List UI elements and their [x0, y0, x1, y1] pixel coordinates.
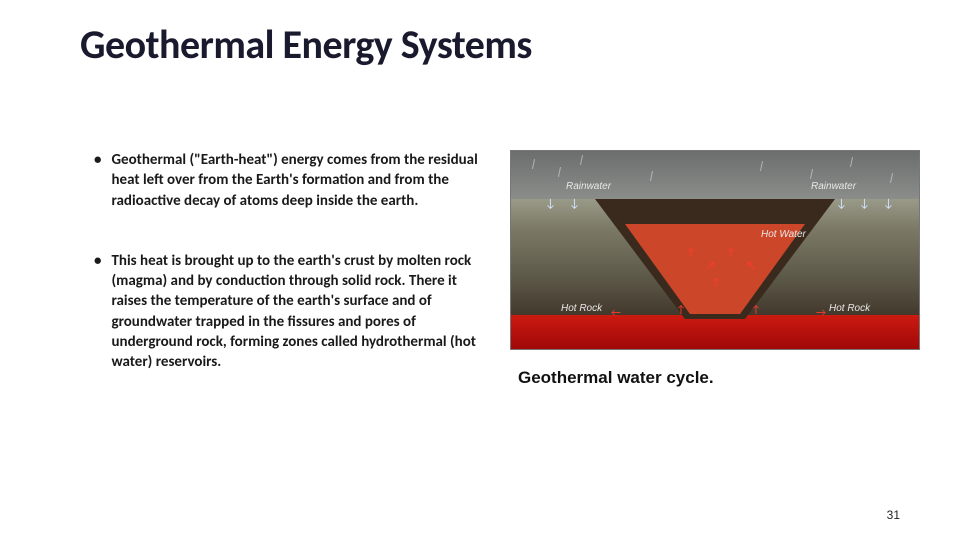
- heat-arrow-icon: →: [816, 306, 826, 319]
- diagram-label-hot-water: Hot Water: [761, 229, 806, 240]
- bullet-text: Geothermal ("Earth-heat") energy comes f…: [111, 150, 490, 211]
- heat-arrow-icon: ↑: [686, 246, 696, 259]
- heat-arrow-icon: ↑: [751, 303, 761, 316]
- page-number: 31: [887, 508, 900, 522]
- water-arrow-down-icon: ↓: [883, 197, 894, 211]
- bullet-item: • This heat is brought up to the earth's…: [90, 251, 490, 373]
- heat-arrow-icon: ↑: [726, 246, 736, 259]
- diagram-label-hot-rock-right: Hot Rock: [829, 303, 870, 314]
- diagram-label-rainwater-left: Rainwater: [566, 181, 611, 192]
- figure-caption: Geothermal water cycle.: [510, 368, 920, 388]
- figure-column: ↓ ↓ ↓ ↓ ↓ ↑ ↗ ↑ ↖ ↑ ← → ↑ ↑ Rainwater Ra…: [510, 150, 920, 412]
- diagram-label-rainwater-right: Rainwater: [811, 181, 856, 192]
- heat-arrow-icon: ↖: [746, 259, 756, 272]
- water-arrow-down-icon: ↓: [836, 197, 847, 211]
- water-arrow-down-icon: ↓: [859, 197, 870, 211]
- content-row: • Geothermal ("Earth-heat") energy comes…: [90, 150, 920, 412]
- text-column: • Geothermal ("Earth-heat") energy comes…: [90, 150, 490, 412]
- bullet-dot-icon: •: [90, 251, 111, 373]
- slide: Geothermal Energy Systems • Geothermal (…: [0, 0, 960, 540]
- heat-arrow-icon: ↑: [676, 303, 686, 316]
- bullet-dot-icon: •: [90, 150, 111, 211]
- heat-arrow-icon: ↗: [706, 259, 716, 272]
- heat-arrow-icon: ↑: [711, 276, 721, 289]
- water-arrow-down-icon: ↓: [545, 197, 556, 211]
- diagram-label-hot-rock-left: Hot Rock: [561, 303, 602, 314]
- slide-title: Geothermal Energy Systems: [80, 20, 532, 69]
- heat-arrow-icon: ←: [611, 306, 621, 319]
- water-arrow-down-icon: ↓: [569, 197, 580, 211]
- diagram-magma: [511, 315, 919, 349]
- bullet-item: • Geothermal ("Earth-heat") energy comes…: [90, 150, 490, 211]
- bullet-text: This heat is brought up to the earth's c…: [111, 251, 490, 373]
- geothermal-diagram: ↓ ↓ ↓ ↓ ↓ ↑ ↗ ↑ ↖ ↑ ← → ↑ ↑ Rainwater Ra…: [510, 150, 920, 350]
